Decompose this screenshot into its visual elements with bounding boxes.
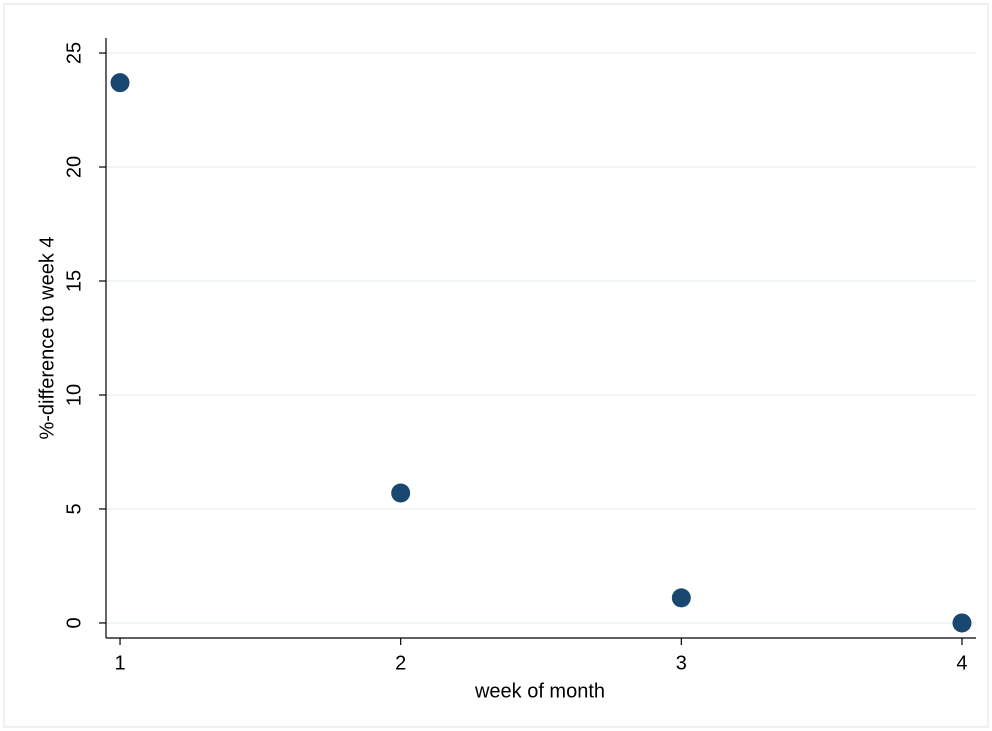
x-tick-label: 1 <box>114 652 125 674</box>
y-tick-label: 25 <box>63 42 85 64</box>
y-tick-label: 0 <box>63 617 85 628</box>
x-tick-label: 3 <box>676 652 687 674</box>
point <box>110 73 130 93</box>
y-axis-label: %-difference to week 4 <box>36 236 58 439</box>
x-axis-label: week of month <box>474 680 605 702</box>
point <box>952 613 972 633</box>
y-tick-label: 5 <box>63 503 85 514</box>
y-tick-label: 20 <box>63 156 85 178</box>
point <box>391 483 411 503</box>
chart-frame <box>3 3 989 728</box>
point <box>671 588 691 608</box>
x-tick-label: 4 <box>956 652 967 674</box>
y-tick-label: 15 <box>63 270 85 292</box>
x-tick-label: 2 <box>395 652 406 674</box>
y-tick-label: 10 <box>63 384 85 406</box>
